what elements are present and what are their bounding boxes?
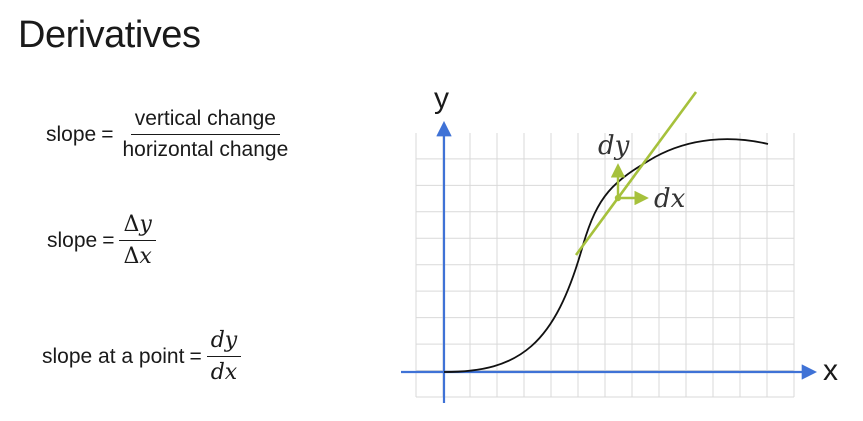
dx-label: dx [654, 184, 686, 214]
fraction-numerator: dy [206, 328, 242, 357]
fraction: vertical change horizontal change [118, 107, 292, 162]
x-axis-label: x [823, 354, 838, 387]
curve [443, 138, 769, 373]
fraction: dy dx [206, 328, 242, 385]
formula-slope-words: slope = vertical change horizontal chang… [46, 107, 292, 162]
fraction-denominator: dx [210, 360, 238, 385]
equals-sign: = [189, 344, 202, 368]
equals-sign: = [101, 122, 114, 146]
variable-x: x [139, 244, 152, 269]
formula-label: slope at a point [42, 344, 185, 368]
y-axis-label: y [434, 82, 449, 115]
slide-title: Derivatives [18, 14, 201, 56]
fraction-numerator: vertical change [130, 107, 280, 135]
fraction-numerator: Δy [119, 212, 156, 241]
tangent-point [614, 194, 622, 202]
dy-label: dy [598, 131, 630, 161]
formula-slope-at-point: slope at a point = dy dx [42, 328, 242, 385]
delta-symbol: Δ [123, 212, 140, 237]
grid [415, 133, 795, 398]
delta-symbol: Δ [123, 244, 140, 269]
tangent-line [574, 91, 698, 256]
equals-sign: = [102, 228, 115, 252]
formula-label: slope [46, 122, 97, 146]
fraction-denominator: horizontal change [122, 138, 289, 161]
fraction-denominator: Δx [119, 241, 155, 269]
variable-y: y [139, 212, 152, 237]
formula-label: slope [47, 228, 98, 252]
fraction: Δy Δx [119, 212, 156, 269]
formula-slope-delta: slope = Δy Δx [47, 212, 156, 269]
